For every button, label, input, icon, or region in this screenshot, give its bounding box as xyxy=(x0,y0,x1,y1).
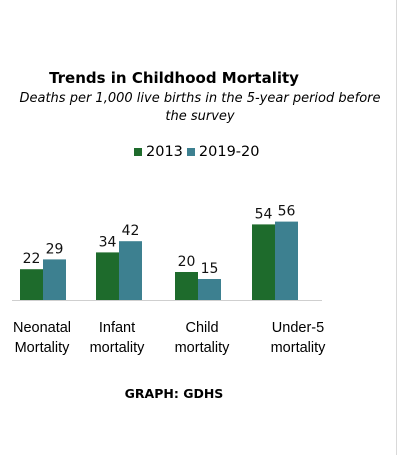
x-label-line1: Child xyxy=(185,320,219,336)
bar-2019-20-0 xyxy=(43,259,66,300)
bar-2019-20-3 xyxy=(275,221,298,300)
x-label-line2: Mortality xyxy=(14,340,70,356)
frame-border xyxy=(396,0,397,455)
x-label-line1: Under-5 xyxy=(271,320,325,336)
bar-2013-1 xyxy=(96,252,119,300)
x-label-line2: mortality xyxy=(270,340,326,356)
data-label-2019-20-0: 29 xyxy=(46,241,64,257)
bar-2013-0 xyxy=(20,269,43,300)
x-label-child: Child mortality xyxy=(152,318,252,358)
chart-subtitle: Deaths per 1,000 live births in the 5-ye… xyxy=(19,91,381,124)
x-label-line2: mortality xyxy=(89,340,145,356)
data-label-2019-20-3: 56 xyxy=(278,204,296,220)
chart-title: Trends in Childhood Mortality xyxy=(49,69,299,87)
legend: 2013 2019-20 xyxy=(134,144,264,160)
data-label-2019-20-1: 42 xyxy=(122,223,140,239)
bar-2013-2 xyxy=(175,272,198,300)
data-label-2013-2: 20 xyxy=(178,254,196,270)
x-label-line1: Neonatal xyxy=(12,320,72,336)
legend-swatch-2019-20 xyxy=(186,148,195,156)
legend-item-2019-20: 2019-20 xyxy=(186,144,260,160)
bar-2019-20-1 xyxy=(119,241,142,300)
data-label-2013-0: 22 xyxy=(23,251,41,267)
x-label-neonatal: Neonatal Mortality xyxy=(0,318,92,358)
bar-2013-3 xyxy=(252,224,275,300)
x-label-line2: mortality xyxy=(174,340,230,356)
x-label-under5: Under-5 mortality xyxy=(248,318,348,358)
legend-label-2013: 2013 xyxy=(146,144,183,160)
data-label-2019-20-2: 15 xyxy=(201,261,219,277)
legend-item-2013: 2013 xyxy=(134,144,183,160)
legend-swatch-2013 xyxy=(134,148,142,156)
data-label-2013-3: 54 xyxy=(255,206,273,222)
bar-2019-20-2 xyxy=(198,279,221,300)
legend-label-2019-20: 2019-20 xyxy=(198,144,260,160)
source-credit: GRAPH: GDHS xyxy=(124,386,224,401)
data-label-2013-1: 34 xyxy=(99,234,117,250)
x-label-line1: Infant xyxy=(98,320,136,336)
x-label-infant: Infant mortality xyxy=(67,318,167,358)
